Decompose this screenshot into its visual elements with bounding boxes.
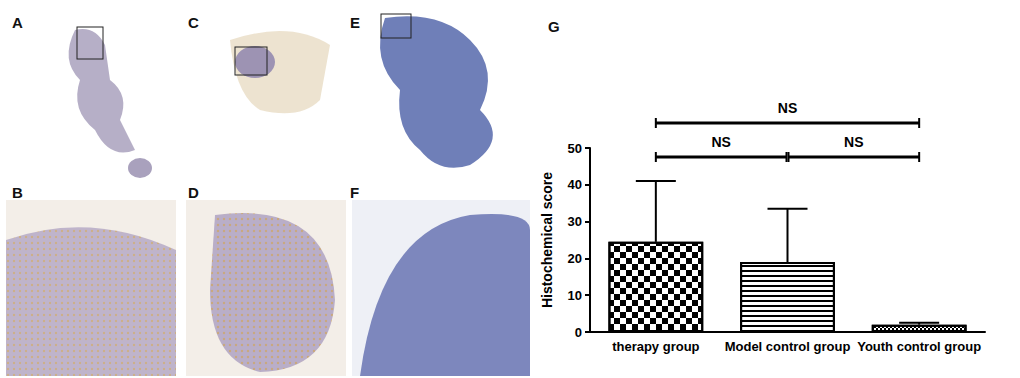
svg-text:B: B xyxy=(12,184,23,201)
svg-text:0: 0 xyxy=(575,325,582,340)
svg-text:40: 40 xyxy=(568,177,582,192)
svg-text:C: C xyxy=(188,14,199,31)
svg-text:50: 50 xyxy=(568,141,582,156)
svg-text:NS: NS xyxy=(711,134,730,150)
svg-text:NS: NS xyxy=(778,100,797,116)
svg-text:D: D xyxy=(188,184,199,201)
svg-text:G: G xyxy=(548,18,560,35)
svg-text:30: 30 xyxy=(568,214,582,229)
svg-text:Histochemical score: Histochemical score xyxy=(539,172,555,308)
svg-text:10: 10 xyxy=(568,288,582,303)
svg-text:20: 20 xyxy=(568,251,582,266)
svg-text:F: F xyxy=(350,184,359,201)
svg-text:Youth control group: Youth control group xyxy=(857,339,981,354)
svg-text:Model control group: Model control group xyxy=(725,339,851,354)
svg-text:therapy group: therapy group xyxy=(612,339,699,354)
svg-text:A: A xyxy=(12,14,23,31)
svg-text:E: E xyxy=(350,14,360,31)
svg-text:NS: NS xyxy=(844,134,863,150)
